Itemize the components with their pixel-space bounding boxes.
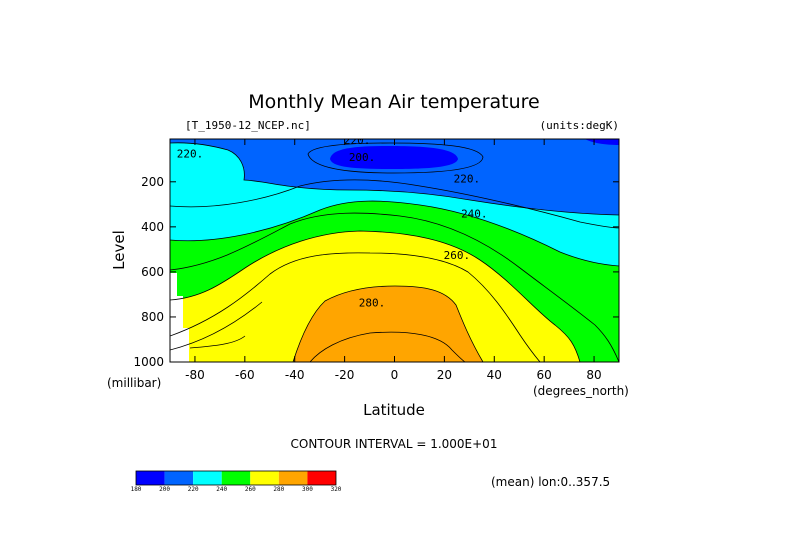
contour-label: 240. xyxy=(461,207,488,220)
x-axis: -80 -60 -40 -20 0 20 40 60 80 xyxy=(185,139,602,382)
y-unit-label: (millibar) xyxy=(107,376,161,390)
colorbar-swatch xyxy=(164,471,194,485)
x-tick-label: 0 xyxy=(391,368,399,382)
contour-label: 220. xyxy=(454,172,481,185)
x-tick-label: -20 xyxy=(335,368,355,382)
below-ground-mask xyxy=(170,273,189,362)
x-tick-label: 80 xyxy=(586,368,601,382)
colorbar-label: 260 xyxy=(245,486,256,493)
colorbar-swatch xyxy=(278,471,308,485)
x-tick-label: 60 xyxy=(537,368,552,382)
x-unit-label: (degrees_north) xyxy=(533,384,629,398)
colorbar-label: 180 xyxy=(131,486,142,493)
colorbar: 180 200 220 240 260 280 300 320 xyxy=(131,470,342,493)
colorbar-swatch xyxy=(307,471,336,485)
colorbar-label: 240 xyxy=(216,486,227,493)
contour-label: 220. xyxy=(344,134,371,147)
contour-interval-label: CONTOUR INTERVAL = 1.000E+01 xyxy=(291,437,498,451)
x-tick-label: 40 xyxy=(487,368,502,382)
contour-label: 200. xyxy=(349,151,376,164)
colorbar-label: 300 xyxy=(302,486,313,493)
y-tick-label: 1000 xyxy=(133,355,164,369)
contour-label: 220. xyxy=(177,148,204,161)
x-tick-label: -40 xyxy=(285,368,305,382)
file-label: [T_1950-12_NCEP.nc] xyxy=(185,119,311,132)
x-tick-label: -80 xyxy=(185,368,205,382)
contour-label: 280. xyxy=(359,296,386,309)
chart-title: Monthly Mean Air temperature xyxy=(248,91,539,113)
y-tick-label: 200 xyxy=(141,175,164,189)
x-tick-label: 20 xyxy=(437,368,452,382)
contour-labels: 220. 220. 200. 220. 240. 260. 280. xyxy=(177,134,488,309)
colorbar-swatch xyxy=(136,471,165,485)
y-tick-label: 800 xyxy=(141,310,164,324)
colorbar-label: 280 xyxy=(273,486,284,493)
band-180-200-corner xyxy=(585,139,619,145)
colorbar-swatch xyxy=(193,471,222,485)
band-200-220 xyxy=(170,139,619,215)
colorbar-frame xyxy=(135,470,337,486)
y-axis-label: Level xyxy=(110,230,128,270)
x-axis-label: Latitude xyxy=(363,401,425,419)
band-280-300 xyxy=(293,286,483,362)
units-label: (units:degK) xyxy=(540,119,619,132)
y-tick-label: 400 xyxy=(141,220,164,234)
colorbar-label: 220 xyxy=(188,486,199,493)
contour-lines xyxy=(170,142,619,362)
colorbar-swatch xyxy=(221,471,251,485)
y-axis: 200 400 600 800 1000 xyxy=(133,175,619,369)
contour-label: 260. xyxy=(444,249,471,262)
colorbar-label: 200 xyxy=(159,486,170,493)
band-180-200 xyxy=(330,146,458,169)
x-tick-label: -60 xyxy=(235,368,255,382)
colorbar-swatch xyxy=(250,471,279,485)
colorbar-label: 320 xyxy=(331,486,342,493)
contour-plot: 220. 220. 200. 220. 240. 260. 280. xyxy=(170,134,619,362)
y-tick-label: 600 xyxy=(141,265,164,279)
mean-label: (mean) lon:0..357.5 xyxy=(491,475,610,489)
